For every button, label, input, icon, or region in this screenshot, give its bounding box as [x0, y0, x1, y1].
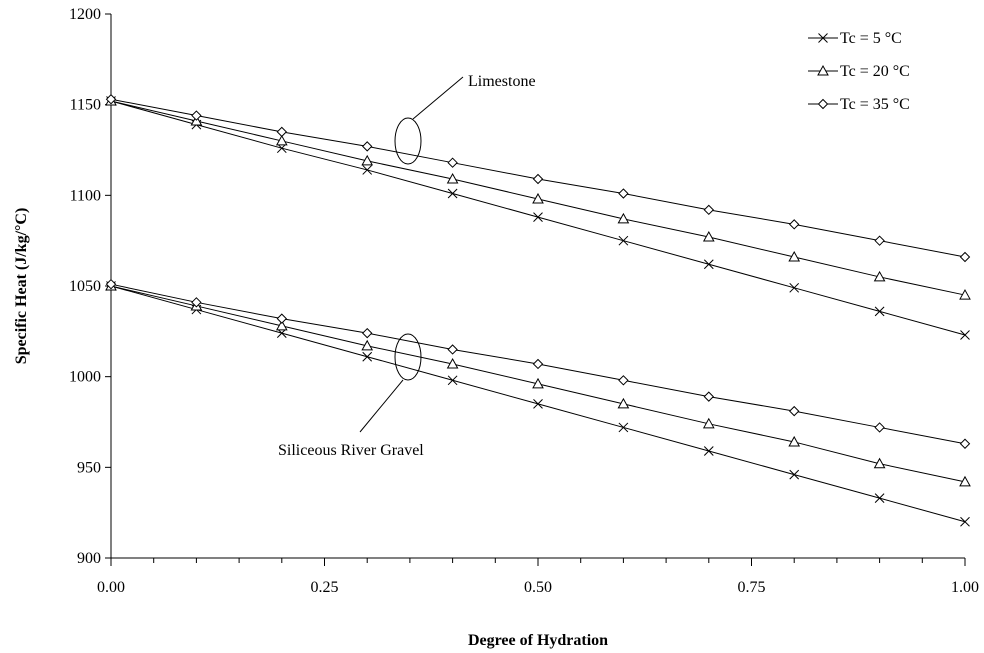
x-tick-label: 0.50 [524, 579, 552, 596]
data-point-diamond [276, 313, 288, 324]
data-point-triangle [702, 417, 715, 429]
data-point-diamond [618, 188, 629, 199]
x-tick-label: 0.25 [311, 579, 339, 596]
data-point-x [618, 235, 629, 246]
data-point-diamond [874, 235, 885, 246]
data-point-x [960, 516, 970, 527]
data-point-diamond [788, 219, 800, 230]
data-point-triangle [361, 339, 374, 351]
data-point-diamond [874, 422, 885, 433]
y-tick-label: 1150 [70, 97, 101, 114]
annotation-limestone: Limestone [394, 73, 536, 165]
legend-label-tc20: Tc = 20 °C [840, 63, 910, 80]
data-point-x [789, 469, 800, 480]
legend-item-tc35: Tc = 35 °C [808, 96, 910, 113]
data-point-triangle [788, 435, 801, 447]
data-point-diamond [788, 405, 800, 417]
y-tick-label: 1200 [69, 6, 101, 23]
y-axis-title: Specific Heat (J/kg/°C) [13, 208, 30, 365]
data-point-triangle [702, 231, 715, 242]
data-point-triangle [532, 192, 544, 204]
legend-marker-x [818, 33, 828, 43]
data-point-diamond [447, 344, 458, 355]
axes [110, 14, 965, 559]
legend-marker-diamond-shape [817, 98, 829, 110]
data-point-triangle [446, 357, 459, 369]
data-point-x [447, 375, 458, 386]
annotation-siliceous-leader [359, 379, 404, 433]
legend: Tc = 5 °C Tc = 20 °C Tc = 35 °C [808, 30, 910, 113]
y-tick-label: 950 [77, 459, 101, 476]
data-point-diamond [105, 278, 117, 290]
x-tick-label: 0.75 [738, 579, 766, 596]
data-point-diamond [703, 391, 715, 402]
series-lines [110, 98, 966, 523]
data-point-diamond [105, 94, 117, 105]
legend-item-tc5: Tc = 5 °C [808, 30, 902, 47]
x-tick-label: 0.00 [97, 579, 125, 596]
data-point-diamond [361, 327, 373, 339]
data-point-diamond [276, 126, 288, 138]
data-point-triangle [873, 457, 886, 469]
annotation-limestone-leader [412, 76, 464, 120]
legend-marker-triangle [817, 64, 829, 76]
data-point-triangle [788, 250, 801, 262]
annotation-siliceous-label: Siliceous River Gravel [278, 442, 424, 459]
data-point-x [533, 212, 543, 222]
series-markers [105, 94, 971, 527]
data-point-triangle [617, 212, 630, 224]
data-point-diamond [959, 438, 971, 449]
data-point-triangle [959, 475, 971, 487]
data-point-x [874, 306, 885, 317]
data-point-diamond [191, 110, 202, 121]
y-tick-label: 900 [77, 550, 101, 567]
x-axis-title: Degree of Hydration [468, 632, 608, 649]
data-point-triangle [275, 134, 288, 146]
legend-label-tc35: Tc = 35 °C [840, 96, 910, 113]
y-tick-label: 1000 [69, 369, 101, 386]
legend-item-tc20: Tc = 20 °C [808, 63, 910, 80]
data-point-diamond [703, 204, 715, 216]
data-point-diamond [618, 375, 629, 386]
legend-marker-diamond [817, 98, 829, 110]
data-point-x [533, 399, 543, 409]
data-point-triangle [361, 154, 374, 166]
data-point-triangle [446, 172, 459, 184]
data-point-x [362, 165, 373, 175]
data-point-diamond [532, 358, 544, 370]
annotation-siliceous-ellipse [394, 333, 422, 381]
legend-marker-triangle-shape [817, 64, 829, 76]
annotation-limestone-label: Limestone [468, 73, 536, 90]
y-tick-label: 1050 [69, 278, 101, 295]
data-point-triangle [275, 319, 288, 331]
series-line-x-limestone [110, 100, 966, 336]
data-point-diamond [959, 251, 971, 263]
data-point-x [447, 188, 458, 199]
x-tick-label: 1.00 [951, 579, 979, 596]
legend-label-tc5: Tc = 5 °C [840, 30, 902, 47]
legend-marker-x-shape [818, 33, 828, 43]
data-point-diamond [191, 297, 202, 308]
data-point-diamond [532, 173, 544, 185]
data-point-x [618, 422, 629, 433]
data-point-triangle [617, 397, 630, 409]
data-point-triangle [873, 270, 886, 282]
data-point-diamond [447, 157, 458, 168]
data-point-x [703, 446, 714, 456]
annotation-limestone-ellipse [394, 117, 422, 165]
data-point-x [789, 282, 800, 293]
tick-labels: 900 950 1000 1050 1100 1150 1200 0.00 0.25 0.50 0.… [69, 6, 979, 596]
data-point-triangle [532, 377, 544, 389]
data-point-diamond [361, 141, 373, 152]
data-point-x [874, 493, 885, 504]
data-point-x [362, 351, 373, 362]
data-point-triangle [959, 289, 971, 300]
data-point-x [960, 330, 970, 340]
y-tick-label: 1100 [70, 187, 101, 204]
annotation-siliceous: Siliceous River Gravel [278, 333, 424, 459]
data-point-x [703, 259, 714, 270]
tick-marks [105, 13, 966, 566]
